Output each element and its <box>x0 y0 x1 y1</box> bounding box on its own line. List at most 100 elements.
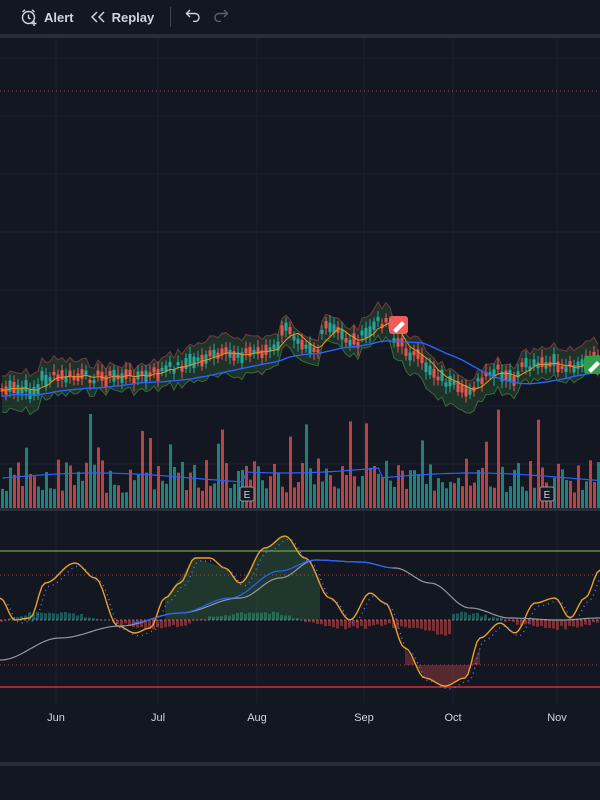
histogram-bar <box>400 620 403 627</box>
histogram-bar <box>92 618 95 620</box>
histogram-bar <box>296 618 299 620</box>
histogram-bar <box>252 612 255 620</box>
volume-bar <box>25 447 28 508</box>
candle-body <box>64 375 68 383</box>
candle-body <box>212 349 216 358</box>
histogram-bar <box>528 620 531 625</box>
candle-body <box>404 348 408 356</box>
volume-bar <box>577 465 580 508</box>
candle-body <box>576 361 580 370</box>
volume-bar <box>429 464 432 508</box>
volume-bar <box>589 460 592 508</box>
bottom-divider <box>0 762 600 766</box>
histogram-bar <box>544 620 547 629</box>
histogram-bar <box>32 613 35 620</box>
candle-body <box>516 371 520 378</box>
candle-body <box>80 369 84 379</box>
histogram-bar <box>164 620 167 628</box>
candle-body <box>420 354 424 364</box>
volume-bar <box>9 467 12 508</box>
volume-bar <box>453 483 456 508</box>
histogram-bar <box>200 619 203 620</box>
candle-body <box>496 364 500 370</box>
volume-bar <box>477 469 480 508</box>
toolbar-separator <box>170 7 172 27</box>
volume-bar <box>181 461 184 508</box>
band-fill <box>2 302 598 415</box>
time-axis: Jun Jul Aug Sep Oct Nov <box>0 703 600 728</box>
candle-body <box>228 349 232 358</box>
time-axis-label: Jul <box>151 712 165 724</box>
toolbar-divider <box>0 34 600 38</box>
candle-body <box>72 375 76 381</box>
replay-button[interactable]: Replay <box>82 0 163 34</box>
time-axis-label: Sep <box>354 712 374 724</box>
replay-label: Replay <box>111 9 155 25</box>
histogram-bar <box>536 620 539 627</box>
candle-body <box>284 322 288 331</box>
volume-bar <box>397 465 400 508</box>
overbought-fill <box>165 536 320 620</box>
candle-body <box>104 375 108 388</box>
redo-button[interactable] <box>207 0 235 34</box>
volume-bar <box>213 483 216 508</box>
candle-body <box>508 370 512 382</box>
alert-button[interactable]: Alert <box>12 0 82 34</box>
histogram-bar <box>20 616 23 620</box>
histogram-bar <box>40 612 43 620</box>
volume-bar <box>373 465 376 508</box>
volume-bar <box>597 462 600 508</box>
time-axis-label: Oct <box>444 712 461 724</box>
candle-body <box>292 335 296 341</box>
histogram-bar <box>464 612 467 620</box>
histogram-bar <box>412 620 415 628</box>
histogram-bar <box>244 613 247 620</box>
candle-body <box>492 369 496 379</box>
volume-bar <box>177 472 180 508</box>
candle-body <box>108 371 112 376</box>
candle-body <box>96 370 100 376</box>
volume-bar <box>45 471 48 508</box>
histogram-bar <box>208 616 211 620</box>
oscillator-line <box>0 535 600 687</box>
volume-bar <box>433 490 436 508</box>
histogram-bar <box>524 620 527 625</box>
candle-body <box>460 383 464 393</box>
volume-bar <box>385 460 388 508</box>
bottom-panel <box>0 766 600 800</box>
volume-bar <box>133 480 136 508</box>
volume-bar <box>101 460 104 508</box>
histogram-bar <box>588 620 591 626</box>
oversold-fill <box>405 648 480 686</box>
volume-bar <box>521 486 524 508</box>
candle-body <box>92 380 96 384</box>
histogram-bar <box>468 614 471 620</box>
candle-body <box>352 333 356 345</box>
candle-body <box>140 371 144 376</box>
volume-bar <box>409 470 412 508</box>
volume-bar <box>149 438 152 508</box>
histogram-bar <box>428 620 431 631</box>
histogram-bar <box>308 620 311 622</box>
histogram-bar <box>36 611 39 620</box>
candle-body <box>340 329 344 340</box>
slow-signal-line <box>0 559 600 661</box>
volume-bar <box>37 486 40 508</box>
candle-body <box>428 365 432 376</box>
undo-button[interactable] <box>179 0 207 34</box>
candle-body <box>348 339 352 346</box>
candle-body <box>236 352 240 358</box>
histogram-bar <box>56 613 59 620</box>
candle-body <box>196 357 200 362</box>
histogram-bar <box>480 616 483 620</box>
candle-body <box>40 371 44 381</box>
histogram-bar <box>320 620 323 625</box>
candle-body <box>456 381 460 392</box>
volume-bar <box>345 474 348 508</box>
histogram-bar <box>68 613 71 620</box>
histogram-bar <box>192 620 195 621</box>
histogram-bar <box>496 617 499 620</box>
